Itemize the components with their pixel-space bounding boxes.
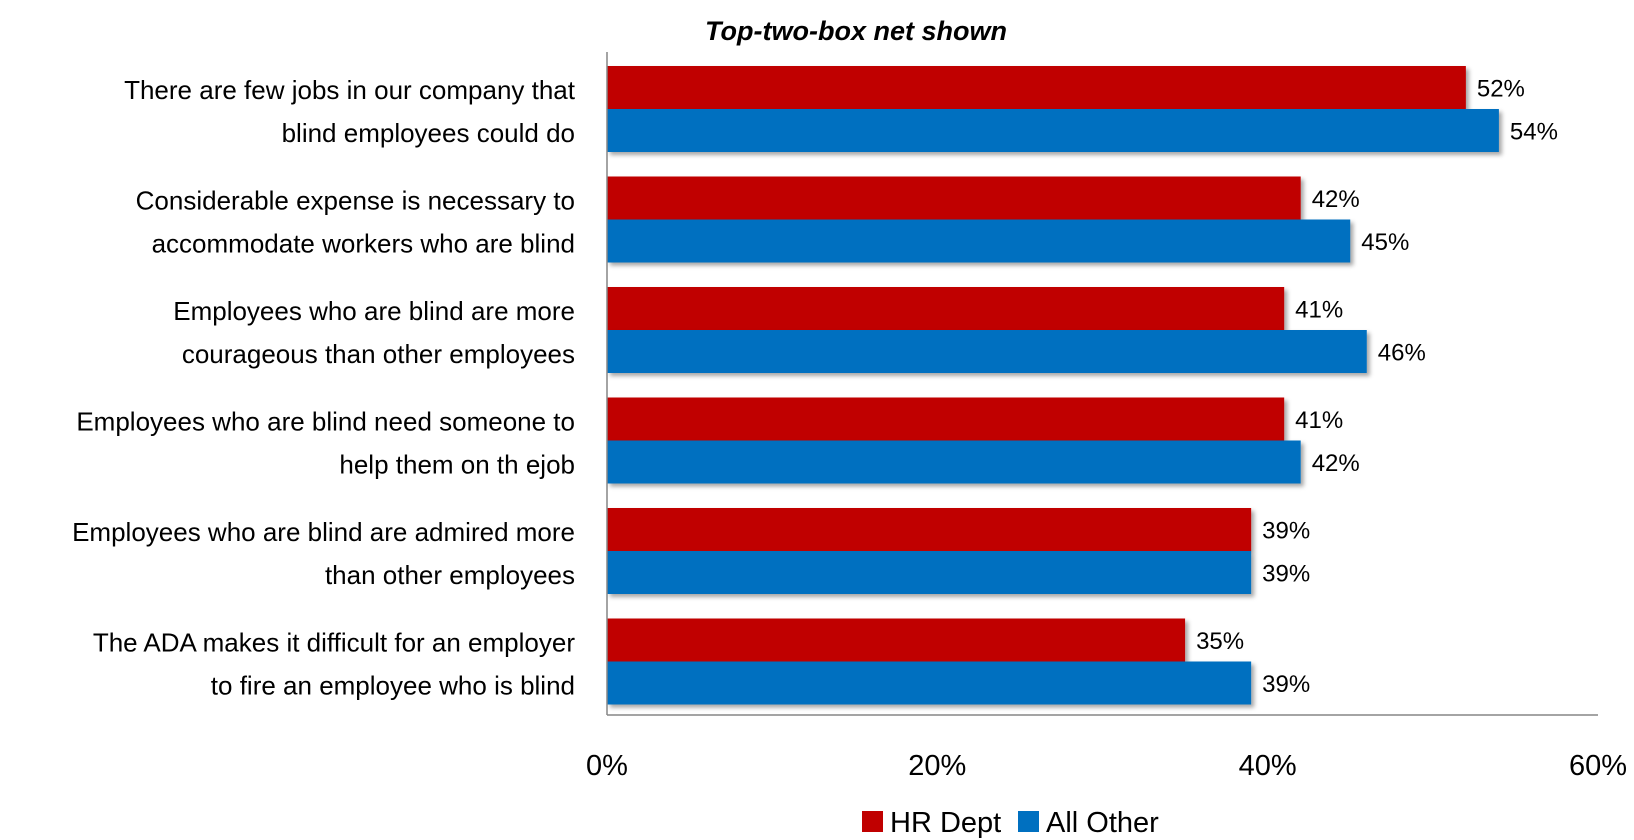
legend-label-hr-dept: HR Dept xyxy=(890,807,1001,839)
bar-all-other-2 xyxy=(607,219,1351,263)
bar-all-other-3 xyxy=(607,330,1367,373)
bar-hr-dept-2 xyxy=(607,176,1301,220)
value-label-hr-dept-5: 39% xyxy=(1262,518,1310,545)
category-label-6: The ADA makes it difficult for an employ… xyxy=(93,628,576,701)
value-label-all-other-6: 39% xyxy=(1262,671,1310,698)
bar-hr-dept-5 xyxy=(607,508,1252,551)
value-label-all-other-4: 42% xyxy=(1312,450,1360,477)
category-label-4: Employees who are blind need someone to h… xyxy=(76,407,575,480)
value-label-all-other-1: 54% xyxy=(1510,119,1558,146)
legend: HR Dept All Other xyxy=(862,807,1159,839)
bar-all-other-5 xyxy=(607,551,1252,594)
legend-swatch-hr-dept xyxy=(862,811,883,832)
value-label-all-other-2: 45% xyxy=(1361,229,1409,256)
bar-hr-dept-3 xyxy=(607,287,1285,330)
x-tick-label-3: 40% xyxy=(1239,750,1297,782)
x-tick-label-4: 60% xyxy=(1569,750,1627,782)
value-label-hr-dept-4: 41% xyxy=(1295,407,1343,434)
value-labels: 52%54%42%45%41%46%41%42%39%39%35%39% xyxy=(1196,76,1558,699)
category-label-1: There are few jobs in our company that bl… xyxy=(124,75,576,148)
category-labels: There are few jobs in our company that bl… xyxy=(72,75,576,701)
chart-title: Top-two-box net shown xyxy=(705,16,1007,46)
bar-all-other-6 xyxy=(607,661,1252,705)
value-label-hr-dept-6: 35% xyxy=(1196,628,1244,655)
value-label-all-other-5: 39% xyxy=(1262,561,1310,588)
category-label-3: Employees who are blind are more courageo… xyxy=(173,296,575,369)
category-label-5: Employees who are blind are admired more… xyxy=(72,517,575,590)
bars xyxy=(607,66,1499,705)
bar-hr-dept-6 xyxy=(607,618,1186,662)
bar-hr-dept-4 xyxy=(607,397,1285,441)
x-tick-label-1: 0% xyxy=(586,750,628,782)
value-label-hr-dept-3: 41% xyxy=(1295,297,1343,324)
x-axis-ticks: 0% 20% 40% 60% xyxy=(586,750,1627,782)
bar-all-other-1 xyxy=(607,109,1499,152)
value-label-hr-dept-1: 52% xyxy=(1477,76,1525,103)
x-tick-label-2: 20% xyxy=(908,750,966,782)
bar-all-other-4 xyxy=(607,440,1301,484)
legend-label-all-other: All Other xyxy=(1046,807,1159,839)
category-label-2: Considerable expense is necessary to acco… xyxy=(136,186,575,259)
value-label-hr-dept-2: 42% xyxy=(1312,186,1360,213)
value-label-all-other-3: 46% xyxy=(1378,340,1426,367)
bar-hr-dept-1 xyxy=(607,66,1466,109)
legend-swatch-all-other xyxy=(1018,811,1039,832)
